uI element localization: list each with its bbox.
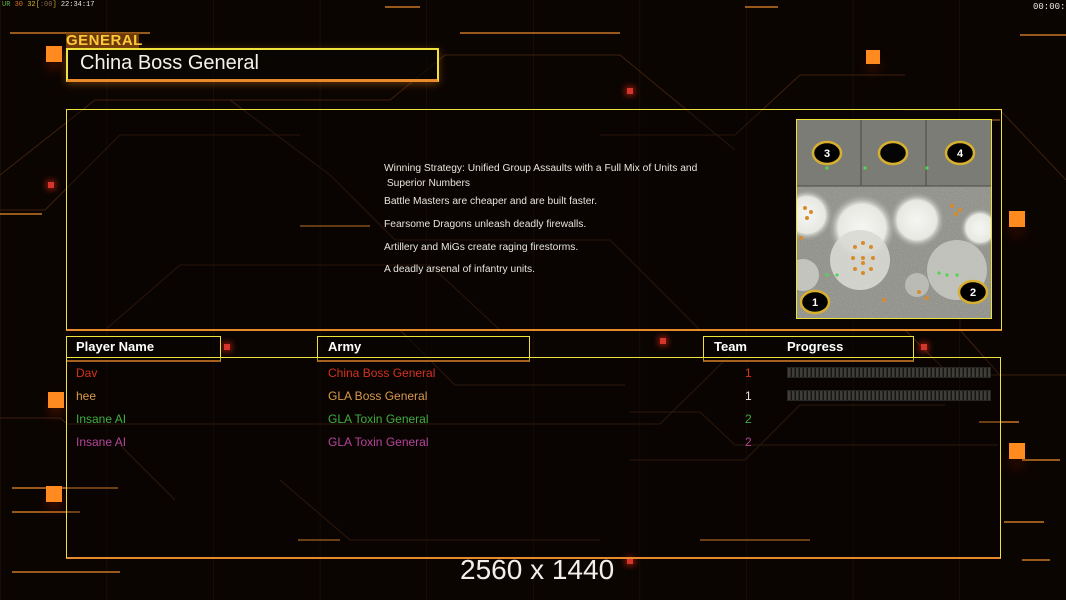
svg-text:1: 1 <box>812 297 818 309</box>
svg-text:3: 3 <box>824 148 830 160</box>
svg-text:2: 2 <box>970 287 976 299</box>
svg-text:4: 4 <box>957 148 964 160</box>
